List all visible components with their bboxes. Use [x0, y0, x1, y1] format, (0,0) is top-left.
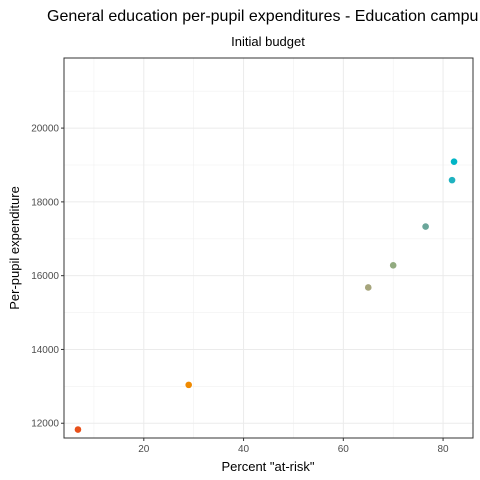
- data-point: [450, 158, 458, 165]
- axis-ticks: 20 40 60 80 12000 14000 16000 18000 20000: [31, 124, 449, 455]
- data-point: [364, 284, 372, 291]
- y-tick-label: 12000: [31, 419, 59, 430]
- x-tick-label: 40: [238, 444, 250, 455]
- chart-title: General education per-pupil expenditures…: [47, 8, 478, 25]
- data-points: [74, 158, 458, 433]
- chart-subtitle: Initial budget: [231, 34, 305, 49]
- y-tick-label: 14000: [31, 345, 59, 356]
- x-tick-label: 60: [338, 444, 350, 455]
- x-tick-label: 80: [438, 444, 450, 455]
- grid-lines: [64, 58, 473, 438]
- data-point: [389, 262, 397, 269]
- y-axis-title: Per-pupil expenditure: [7, 186, 22, 310]
- data-point: [448, 176, 456, 184]
- plot-panel: [63, 57, 474, 439]
- y-tick-label: 16000: [31, 271, 59, 282]
- y-tick-label: 20000: [31, 124, 59, 135]
- data-point: [422, 223, 429, 230]
- data-point: [185, 381, 192, 389]
- y-tick-label: 18000: [31, 197, 59, 208]
- x-tick-label: 20: [138, 444, 150, 455]
- data-point: [74, 426, 82, 433]
- x-axis-title: Percent "at-risk": [221, 459, 314, 474]
